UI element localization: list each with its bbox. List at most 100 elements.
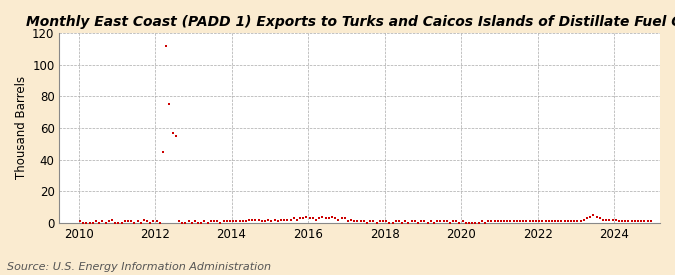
Point: [410, 219, 421, 224]
Point: [432, 219, 443, 224]
Point: [190, 219, 200, 224]
Point: [126, 219, 136, 224]
Point: [100, 221, 111, 225]
Point: [256, 219, 267, 224]
Point: [381, 219, 392, 224]
Point: [620, 219, 630, 224]
Point: [531, 219, 541, 224]
Point: [231, 219, 242, 224]
Point: [97, 219, 108, 224]
Point: [578, 218, 589, 222]
Point: [173, 219, 184, 224]
Point: [607, 218, 618, 222]
Point: [623, 219, 634, 224]
Point: [119, 219, 130, 224]
Point: [240, 219, 251, 224]
Point: [135, 221, 146, 225]
Point: [110, 221, 121, 225]
Point: [358, 219, 369, 224]
Point: [323, 216, 334, 220]
Point: [566, 219, 576, 224]
Point: [346, 218, 356, 222]
Point: [225, 219, 236, 224]
Point: [425, 219, 436, 224]
Point: [88, 221, 99, 225]
Point: [129, 221, 140, 225]
Point: [275, 218, 286, 222]
Point: [123, 219, 134, 224]
Point: [467, 221, 478, 225]
Point: [521, 219, 532, 224]
Point: [464, 221, 475, 225]
Point: [183, 219, 194, 224]
Point: [333, 218, 344, 222]
Point: [556, 219, 567, 224]
Point: [151, 219, 162, 224]
Point: [269, 218, 280, 222]
Point: [575, 219, 586, 224]
Point: [273, 219, 284, 224]
Point: [75, 219, 86, 224]
Point: [375, 219, 385, 224]
Point: [355, 219, 366, 224]
Point: [107, 218, 117, 222]
Text: Source: U.S. Energy Information Administration: Source: U.S. Energy Information Administ…: [7, 262, 271, 272]
Point: [304, 216, 315, 220]
Point: [597, 218, 608, 222]
Point: [266, 219, 277, 224]
Point: [645, 219, 656, 224]
Point: [377, 219, 388, 224]
Point: [489, 219, 500, 224]
Point: [604, 218, 615, 222]
Point: [457, 219, 468, 224]
Point: [90, 219, 101, 224]
Point: [295, 216, 306, 220]
Point: [636, 219, 647, 224]
Point: [186, 221, 197, 225]
Point: [429, 221, 439, 225]
Point: [419, 219, 430, 224]
Point: [595, 216, 605, 220]
Point: [572, 219, 583, 224]
Point: [460, 221, 471, 225]
Point: [445, 221, 456, 225]
Title: Monthly East Coast (PADD 1) Exports to Turks and Caicos Islands of Distillate Fu: Monthly East Coast (PADD 1) Exports to T…: [26, 15, 675, 29]
Point: [157, 149, 168, 154]
Point: [145, 221, 156, 225]
Point: [215, 221, 226, 225]
Point: [142, 219, 153, 224]
Point: [390, 219, 401, 224]
Point: [562, 219, 573, 224]
Point: [349, 219, 360, 224]
Point: [540, 219, 551, 224]
Point: [514, 219, 525, 224]
Point: [518, 219, 529, 224]
Point: [473, 221, 484, 225]
Point: [553, 219, 564, 224]
Point: [247, 218, 258, 222]
Point: [253, 218, 264, 222]
Point: [508, 219, 519, 224]
Point: [492, 219, 503, 224]
Point: [250, 218, 261, 222]
Point: [629, 219, 640, 224]
Point: [212, 219, 223, 224]
Point: [103, 219, 114, 224]
Point: [617, 219, 628, 224]
Point: [499, 219, 510, 224]
Point: [260, 219, 271, 224]
Point: [547, 219, 558, 224]
Point: [282, 218, 293, 222]
Point: [310, 218, 321, 222]
Point: [202, 221, 213, 225]
Point: [234, 219, 245, 224]
Point: [320, 216, 331, 220]
Point: [301, 214, 312, 219]
Point: [569, 219, 580, 224]
Point: [441, 219, 452, 224]
Point: [416, 219, 427, 224]
Point: [397, 221, 408, 225]
Point: [438, 219, 449, 224]
Point: [524, 219, 535, 224]
Point: [502, 219, 513, 224]
